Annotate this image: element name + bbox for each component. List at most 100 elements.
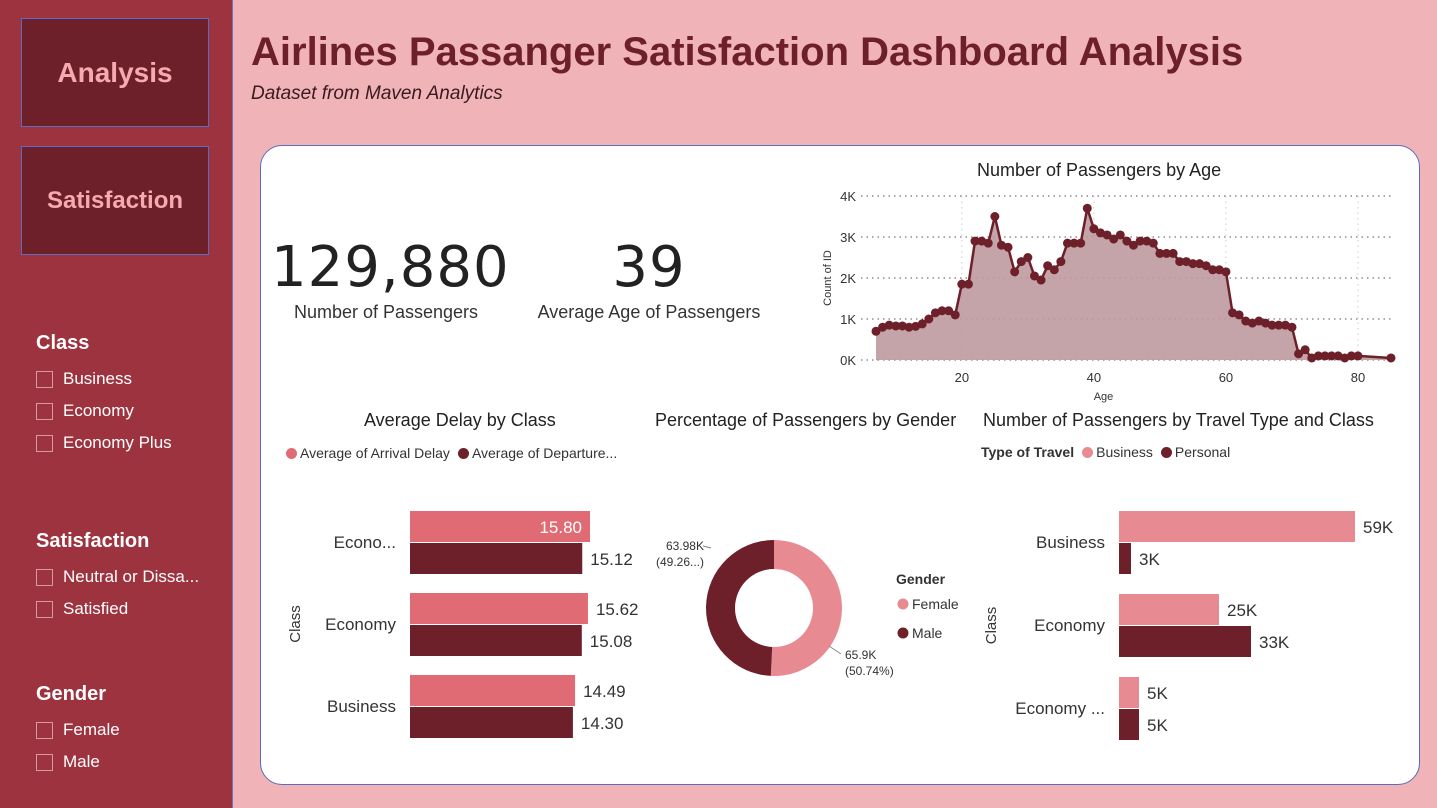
age-point xyxy=(1129,240,1138,250)
legend-personal[interactable]: Personal xyxy=(1160,444,1231,460)
legend-label: Female xyxy=(912,596,959,612)
delay-chart[interactable]: Econo... 15.80 15.12 Economy 15.62 15.08 Busin… xyxy=(276,501,656,751)
class-option-business[interactable]: Business xyxy=(36,363,172,395)
y-tick-label: 1K xyxy=(840,312,856,327)
data-label: 14.30 xyxy=(581,714,624,733)
satisfaction-option-satisfied[interactable]: Satisfied xyxy=(36,593,199,625)
category-label: Business xyxy=(1036,533,1105,552)
legend-label: Average of Departure... xyxy=(471,445,618,461)
bar xyxy=(410,675,576,706)
data-label: 15.08 xyxy=(590,632,633,651)
satisfaction-option-neutral[interactable]: Neutral or Dissa... xyxy=(36,561,199,593)
age-point xyxy=(904,322,914,332)
delay-chart-title: Average Delay by Class xyxy=(364,410,556,430)
bar xyxy=(1119,511,1355,542)
satisfaction-slicer: Satisfaction Neutral or Dissa... Satisfi… xyxy=(36,530,199,625)
data-label: 15.80 xyxy=(539,518,582,537)
age-point xyxy=(1274,320,1284,330)
gender-option-female[interactable]: Female xyxy=(36,714,120,746)
age-point xyxy=(1346,351,1356,361)
kpi-passengers[interactable]: 129,880 Number of Passengers xyxy=(271,236,509,323)
age-area xyxy=(876,208,1391,360)
age-point xyxy=(1175,257,1185,267)
gender-slicer: Gender Female Male xyxy=(36,683,120,778)
legend-label: Average of Arrival Delay xyxy=(300,445,450,461)
age-point xyxy=(963,279,973,289)
age-point xyxy=(1353,351,1363,361)
legend-dot xyxy=(286,447,297,459)
bar xyxy=(1119,626,1251,657)
legend-departure[interactable]: Average of Departure... xyxy=(457,445,618,461)
kpi-avg-age[interactable]: 39 Average Age of Passengers xyxy=(531,236,767,323)
age-point xyxy=(1043,261,1053,271)
x-tick-label: 20 xyxy=(955,370,969,385)
age-point xyxy=(1221,267,1231,277)
legend-business[interactable]: Business xyxy=(1082,444,1153,460)
option-label: Male xyxy=(63,752,100,771)
age-point xyxy=(1294,349,1304,359)
gender-slicer-title: Gender xyxy=(36,683,107,705)
age-chart-title: Number of Passengers by Age xyxy=(977,160,1222,180)
x-axis-label: Age xyxy=(1094,391,1114,403)
checkbox[interactable] xyxy=(36,721,53,739)
legend-label: Personal xyxy=(1174,444,1231,460)
data-label: 59K xyxy=(1363,518,1394,537)
age-point xyxy=(1320,351,1330,361)
age-point xyxy=(884,320,894,330)
delay-legend: Average of Arrival Delay Average of Depa… xyxy=(286,445,625,461)
age-point xyxy=(1010,267,1020,277)
class-option-economy[interactable]: Economy xyxy=(36,395,172,427)
age-point xyxy=(1076,238,1086,248)
category-label: Economy xyxy=(325,615,396,634)
option-label: Neutral or Dissa... xyxy=(63,567,200,586)
legend-label: Business xyxy=(1096,444,1153,460)
gender-option-male[interactable]: Male xyxy=(36,746,120,778)
checkbox[interactable] xyxy=(36,434,53,452)
age-point xyxy=(891,321,901,331)
satisfaction-nav-button[interactable]: Satisfaction xyxy=(21,146,209,255)
age-point xyxy=(1016,257,1026,267)
option-label: Satisfied xyxy=(63,599,129,618)
class-slicer-title: Class xyxy=(36,332,90,354)
checkbox[interactable] xyxy=(36,370,53,388)
analysis-nav-button[interactable]: Analysis xyxy=(21,18,209,127)
data-label: 33K xyxy=(1259,633,1290,652)
age-point xyxy=(1313,351,1323,361)
bar xyxy=(1119,677,1139,708)
bar xyxy=(410,593,588,624)
age-point xyxy=(983,238,993,248)
age-point xyxy=(1135,236,1145,246)
checkbox[interactable] xyxy=(36,600,53,618)
legend-dot xyxy=(897,598,909,610)
option-label: Economy Plus xyxy=(63,433,172,452)
age-point xyxy=(1082,203,1092,213)
age-point xyxy=(950,310,960,320)
age-point xyxy=(1089,224,1099,234)
age-chart[interactable]: 0K 1K 2K 3K 4K 20 40 60 80 Age Count of ID xyxy=(801,184,1401,406)
y-tick-label: 3K xyxy=(840,230,856,245)
checkbox[interactable] xyxy=(36,753,53,771)
data-label: 15.62 xyxy=(596,600,639,619)
travel-chart-title: Number of Passengers by Travel Type and … xyxy=(983,410,1374,430)
checkbox[interactable] xyxy=(36,402,53,420)
category-label: Business xyxy=(327,697,396,716)
age-point xyxy=(1386,353,1396,363)
age-point xyxy=(1069,238,1079,248)
data-label: (49.26...) xyxy=(656,555,704,569)
option-label: Female xyxy=(63,720,120,739)
y-axis-label: Class xyxy=(983,607,1000,645)
gender-chart[interactable]: 65.9K (50.74%) 63.98K (49.26...) Gender Femal… xyxy=(641,526,981,686)
checkbox[interactable] xyxy=(36,568,53,586)
class-option-economy-plus[interactable]: Economy Plus xyxy=(36,427,172,459)
data-label: 15.12 xyxy=(590,550,633,569)
legend-arrival[interactable]: Average of Arrival Delay xyxy=(286,445,450,461)
age-point xyxy=(1102,230,1112,240)
bar xyxy=(1119,543,1131,574)
page-title: Airlines Passanger Satisfaction Dashboar… xyxy=(251,30,1244,74)
kpi-passengers-label: Number of Passengers xyxy=(293,302,479,322)
age-point xyxy=(944,306,954,316)
category-label: Econo... xyxy=(334,533,396,552)
option-label: Economy xyxy=(63,401,134,420)
bar xyxy=(410,543,583,574)
